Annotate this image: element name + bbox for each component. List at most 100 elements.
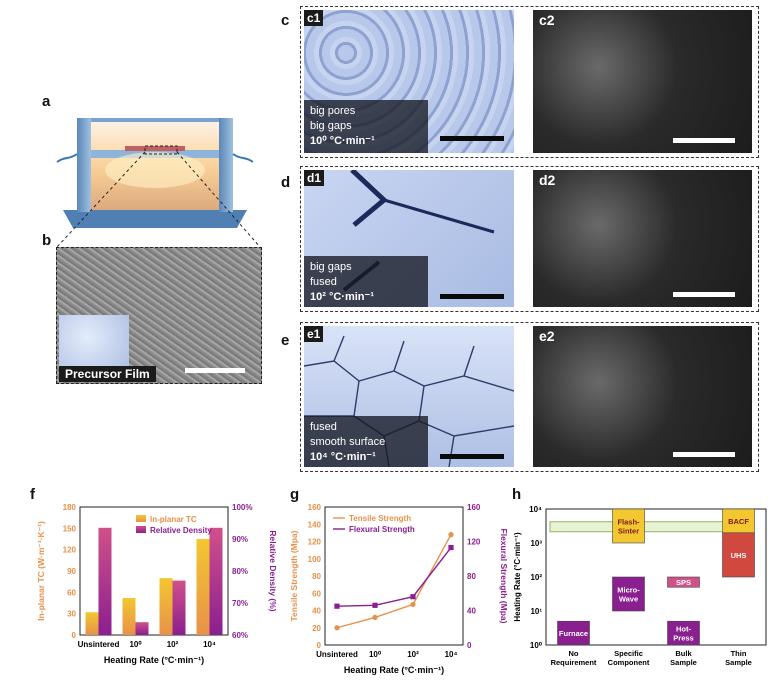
y2-tick-label: 40 [467, 607, 476, 616]
bar-density [209, 527, 223, 635]
e2-sem-image: e2 [533, 326, 752, 467]
e1-caption-line: 10⁴ °C·min⁻¹ [310, 451, 376, 463]
panel-c-frame [300, 6, 759, 158]
scale-bar-d1 [440, 294, 504, 299]
y-tick-label: 10⁰ [530, 641, 543, 650]
method-label: Hot- [676, 625, 691, 634]
y2-tick-label: 70% [232, 599, 248, 608]
bar-density [135, 622, 149, 635]
panel-label-c: c [281, 12, 290, 29]
x-tick-label: 10⁴ [445, 650, 458, 659]
plot-frame [79, 506, 229, 636]
e1-caption-line: smooth surface [310, 436, 386, 448]
y2-axis-label: Relative Density (%) [268, 530, 278, 611]
y-axis-label: In-planar TC (W·m⁻¹·K⁻¹) [36, 521, 46, 621]
d1-caption-line: big gaps [310, 261, 352, 273]
panel-label-e: e [281, 332, 290, 349]
chart-g: Unsintered 10⁰ 10² 10⁴ 0 20 40 60 80 100 120 140 160… [289, 503, 509, 675]
y2-tick-label: 120 [467, 538, 481, 547]
y-axis-label: Tensile Strength (Mpa) [289, 530, 299, 621]
y2-tick-label: 100% [232, 503, 252, 512]
method-box [612, 508, 645, 544]
point-flexural [334, 603, 340, 609]
x-tick-label: Specific [614, 649, 643, 658]
x-tick-label: Requirement [551, 658, 597, 667]
method-label: SPS [676, 578, 691, 587]
plot-frame [324, 506, 464, 646]
y2-tick-label: 80% [232, 567, 248, 576]
panel-label-f: f [30, 486, 35, 503]
y2-tick-label: 80 [467, 572, 476, 581]
x-axis-label: Heating Rate (°C·min⁻¹) [104, 655, 204, 665]
d1-caption: big gaps fused 10² °C·min⁻¹ [304, 256, 428, 307]
x-tick-label: Unsintered [78, 640, 120, 649]
scale-bar-b [185, 368, 245, 373]
method-label: BACF [728, 517, 749, 526]
point-tensile [448, 532, 454, 538]
x-axis-label: Heating Rate (°C·min⁻¹) [344, 665, 444, 675]
panel-label-g: g [290, 486, 300, 503]
bar-density [98, 527, 112, 635]
d1-label: d1 [304, 170, 325, 186]
point-flexural [410, 594, 416, 600]
point-flexural [372, 602, 378, 608]
bar-density [172, 580, 186, 635]
y-tick-label: 150 [63, 524, 77, 533]
y-tick-label: 100 [308, 555, 322, 564]
scale-bar-c1 [440, 136, 504, 141]
x-tick-label: Sample [725, 658, 752, 667]
legend-swatch-tc [136, 515, 146, 522]
y-tick-label: 140 [308, 520, 322, 529]
d1-image: d1 big gaps fused 10² °C·min⁻¹ [304, 170, 514, 307]
method-label: Sinter [618, 527, 639, 536]
y-tick-label: 10³ [530, 539, 542, 548]
d1-caption-line: 10² °C·min⁻¹ [310, 291, 374, 303]
c2-sem-image: c2 [533, 10, 752, 153]
plot-frame [545, 508, 767, 646]
arrow-band [549, 514, 749, 539]
x-tick-label: 10² [167, 640, 179, 649]
method-label: Micro- [617, 586, 640, 595]
method-label: Furnace [559, 629, 588, 638]
zoom-lines [56, 151, 261, 248]
y-tick-label: 80 [312, 572, 321, 581]
x-tick-label: Bulk [675, 649, 692, 658]
x-tick-label: Sample [670, 658, 697, 667]
x-tick-label: 10² [407, 650, 419, 659]
y-tick-label: 10⁴ [529, 505, 542, 514]
y-axis-label: Heating Rate (°C·min⁻¹) [513, 532, 522, 622]
x-tick-label: 10⁰ [369, 650, 382, 659]
x-tick-label: Thin [731, 649, 747, 658]
bar-tc [85, 612, 99, 635]
y-tick-label: 40 [312, 607, 321, 616]
y-tick-label: 20 [312, 624, 321, 633]
method-box [722, 508, 755, 534]
method-box [612, 576, 645, 612]
c1-image: c1 big pores big gaps 10⁰ °C·min⁻¹ [304, 10, 514, 153]
precursor-film-label: Precursor Film [59, 366, 156, 382]
y-tick-label: 90 [67, 567, 76, 576]
y-tick-label: 10² [530, 573, 542, 582]
c1-caption: big pores big gaps 10⁰ °C·min⁻¹ [304, 100, 428, 153]
method-box [667, 620, 700, 646]
y-tick-label: 180 [63, 503, 77, 512]
y2-tick-label: 160 [467, 503, 481, 512]
method-box [667, 576, 700, 588]
panel-d-frame [300, 166, 759, 312]
c2-label: c2 [539, 12, 555, 28]
point-tensile [334, 625, 340, 631]
x-tick-label: 10⁰ [129, 640, 142, 649]
bar-tc [196, 539, 210, 635]
method-label: Press [673, 634, 693, 643]
series-line [336, 534, 452, 629]
e2-label: e2 [539, 328, 555, 344]
method-box [722, 532, 755, 578]
c1-caption-line: 10⁰ °C·min⁻¹ [310, 135, 375, 147]
d1-caption-line: fused [310, 276, 337, 288]
y-tick-label: 0 [72, 631, 77, 640]
e1-caption: fused smooth surface 10⁴ °C·min⁻¹ [304, 416, 428, 467]
chart-f: Unsintered 10⁰ 10² 10⁴ 0 30 60 90 120 150 180 60% 70… [36, 503, 278, 665]
x-tick-label: 10⁴ [203, 640, 216, 649]
scale-bar-e2 [673, 452, 735, 457]
method-box [557, 620, 590, 646]
